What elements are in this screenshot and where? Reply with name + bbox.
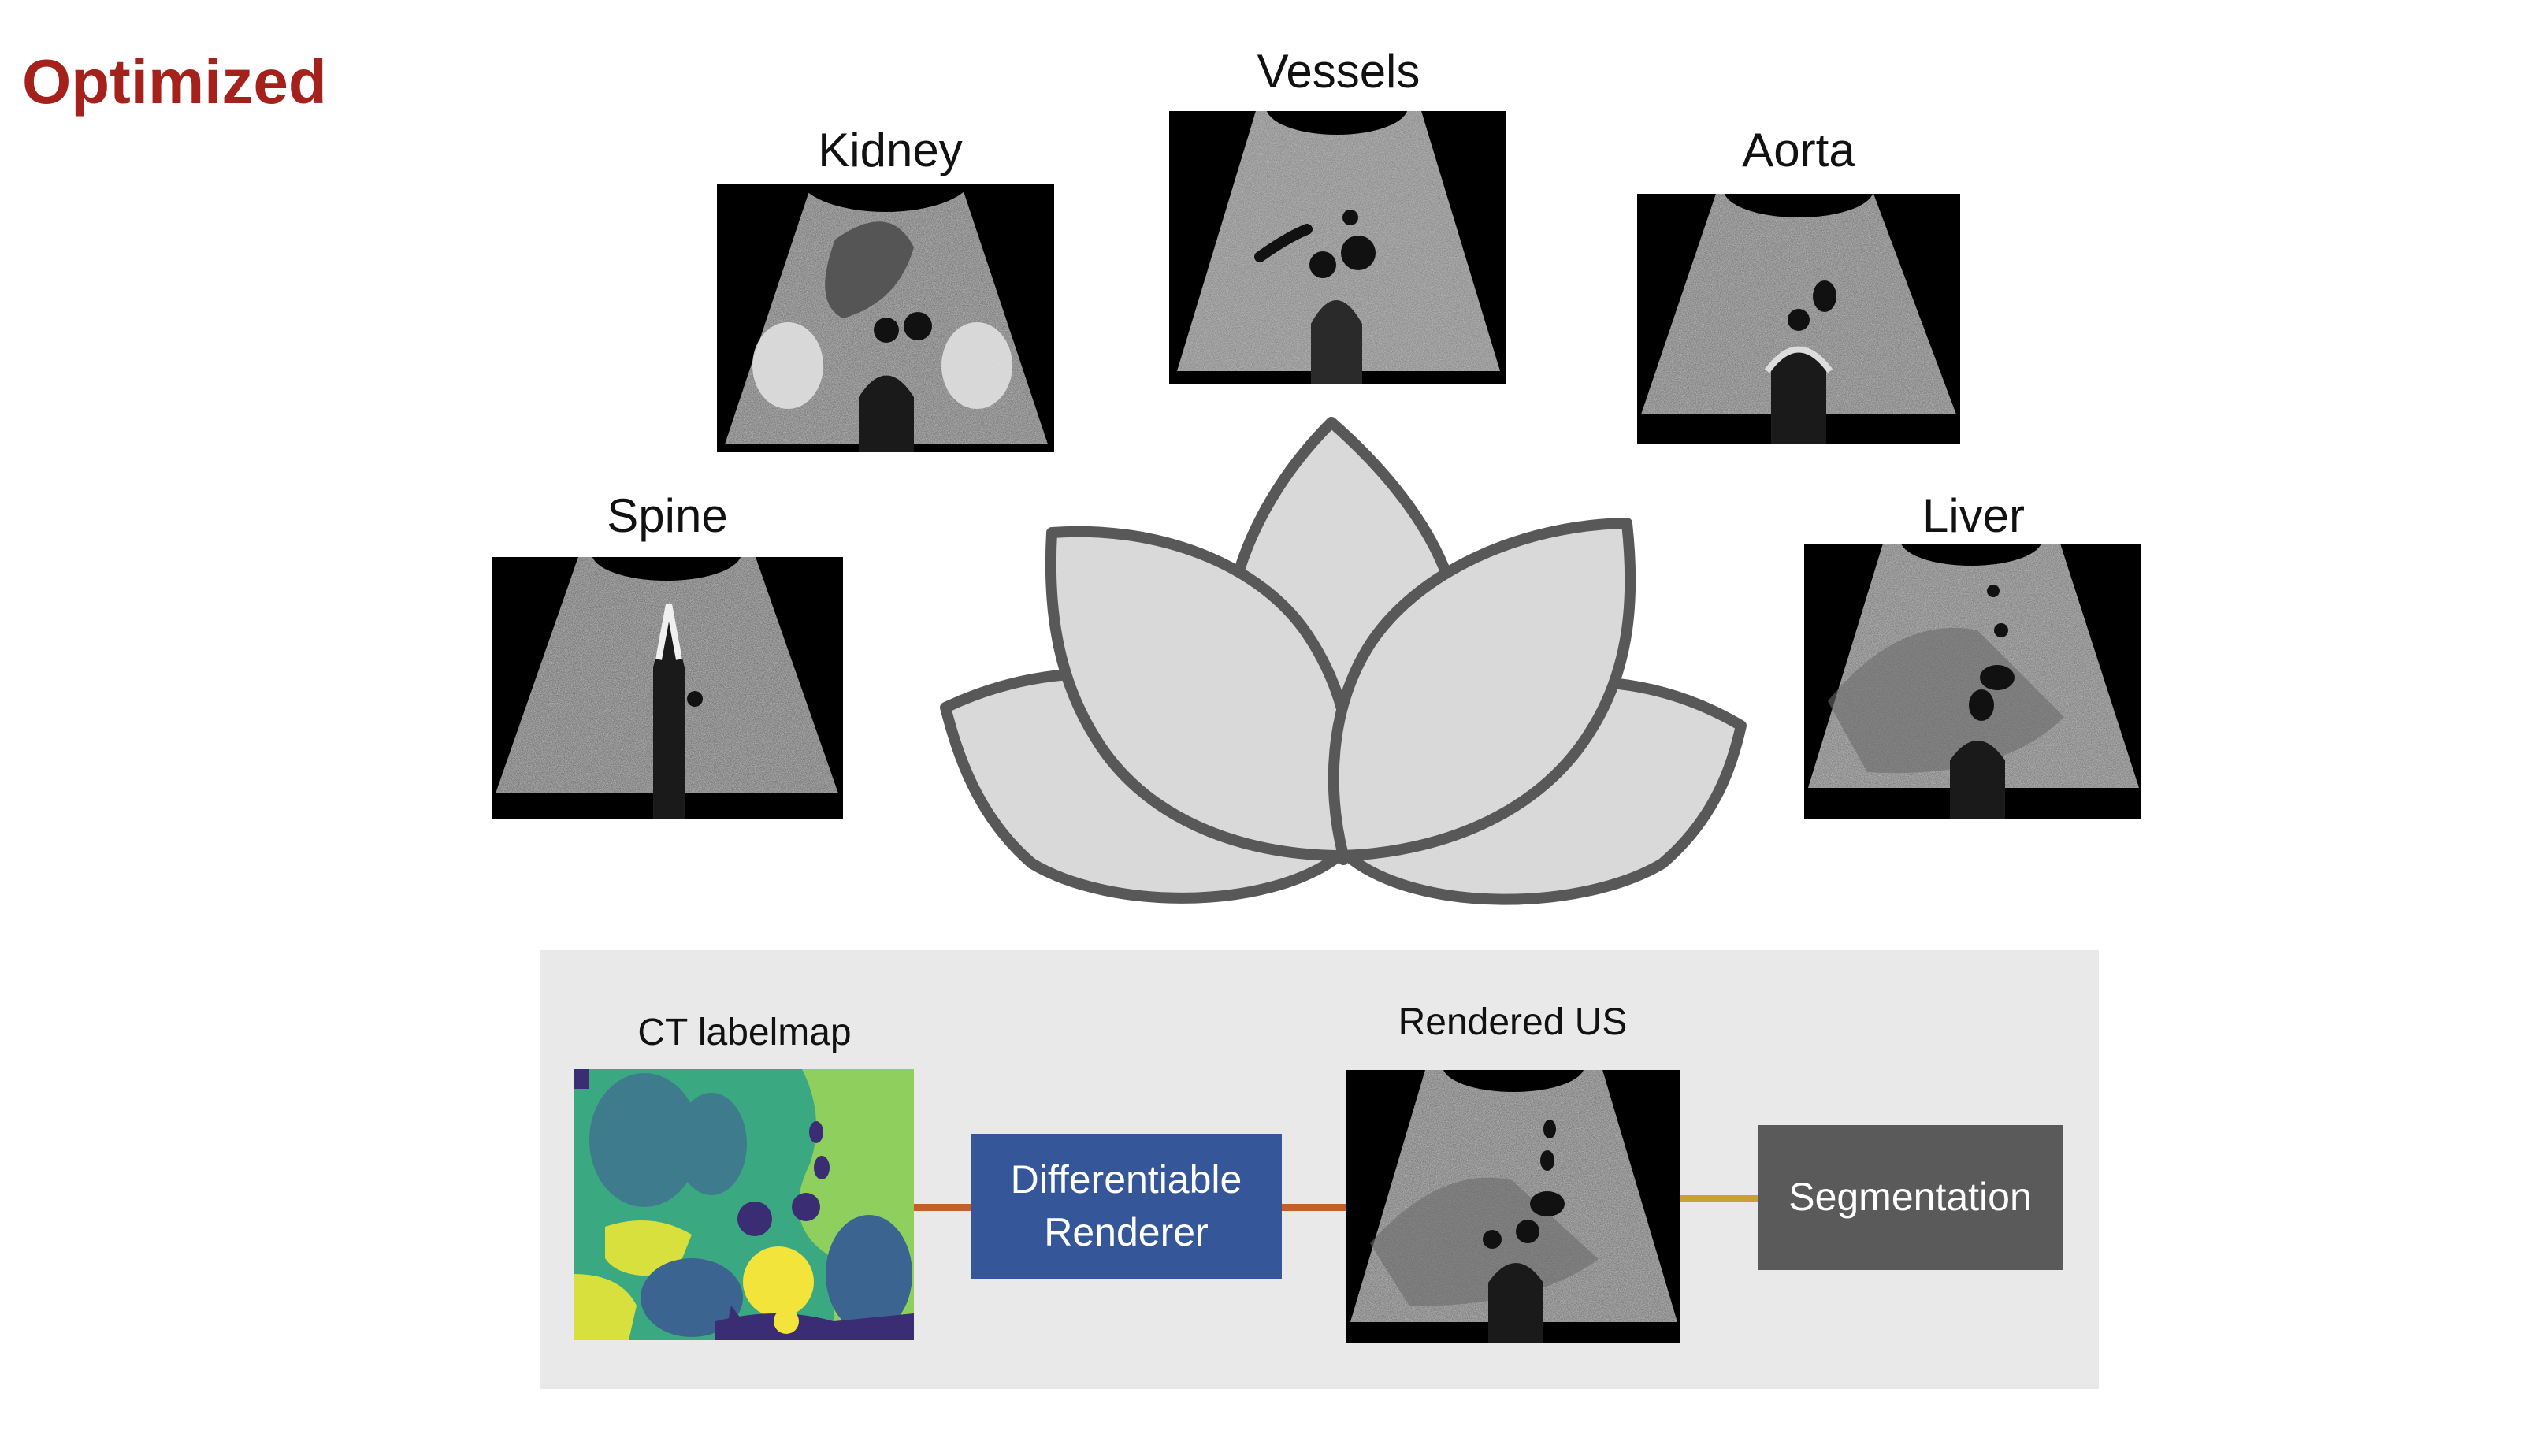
vessels-label: Vessels — [1257, 45, 1420, 98]
rendered-us-image — [1346, 1070, 1680, 1343]
lotus-icon — [930, 407, 1757, 927]
connector-renderer-us — [1282, 1204, 1346, 1211]
liver-ultrasound-image — [1804, 544, 2141, 819]
renderer-line-1: Differentiable — [1010, 1157, 1242, 1202]
page-title: Optimized — [22, 46, 327, 117]
liver-label: Liver — [1922, 489, 2026, 542]
aorta-ultrasound-image — [1637, 194, 1960, 444]
ct-labelmap-image — [574, 1069, 914, 1340]
spine-label: Spine — [607, 489, 728, 542]
kidney-label: Kidney — [818, 124, 963, 176]
vessels-ultrasound-image — [1169, 111, 1506, 384]
differentiable-renderer-box: Differentiable Renderer — [971, 1134, 1282, 1279]
aorta-label: Aorta — [1742, 124, 1855, 176]
segmentation-box: Segmentation — [1758, 1125, 2063, 1270]
connector-labelmap-renderer — [914, 1204, 971, 1211]
ct-labelmap-label: CT labelmap — [637, 1012, 852, 1053]
renderer-line-2: Renderer — [1044, 1210, 1209, 1254]
spine-ultrasound-image — [492, 557, 843, 819]
rendered-us-label: Rendered US — [1398, 1001, 1628, 1043]
kidney-ultrasound-image — [717, 184, 1054, 452]
connector-us-segmentation — [1680, 1195, 1758, 1202]
